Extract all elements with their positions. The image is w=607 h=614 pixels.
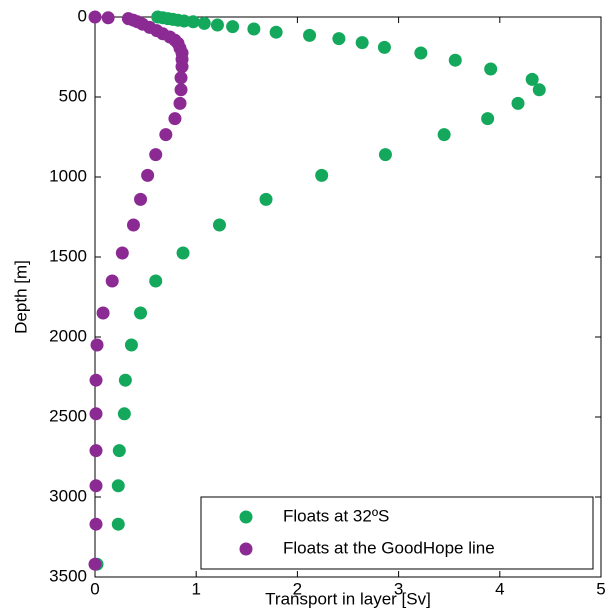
y-axis-label: Depth [m] — [11, 260, 30, 334]
point — [88, 10, 102, 24]
point — [378, 148, 392, 162]
y-tick-label: 0 — [78, 6, 87, 25]
point — [448, 53, 462, 67]
point — [525, 72, 539, 86]
point — [532, 83, 546, 97]
legend-marker — [239, 510, 253, 524]
point — [159, 128, 173, 142]
point — [303, 28, 317, 42]
point — [149, 148, 163, 162]
x-tick-label: 0 — [90, 579, 99, 598]
point — [437, 128, 451, 142]
point — [332, 32, 346, 46]
plot-area — [94, 16, 602, 578]
point — [89, 479, 103, 493]
point — [511, 96, 525, 110]
point — [414, 46, 428, 60]
point — [118, 373, 132, 387]
point — [226, 20, 240, 34]
point — [141, 168, 155, 182]
point — [89, 407, 103, 421]
point — [197, 16, 211, 30]
point — [96, 306, 110, 320]
x-tick-label: 5 — [596, 579, 605, 598]
legend-box — [200, 496, 594, 570]
point — [111, 479, 125, 493]
point — [484, 62, 498, 76]
point — [149, 274, 163, 288]
legend-marker — [239, 542, 253, 556]
y-tick-label: 1000 — [49, 166, 87, 185]
point — [168, 112, 182, 126]
x-axis-label: Transport in layer [Sv] — [265, 589, 431, 608]
point — [269, 25, 283, 39]
y-tick-label: 3500 — [49, 566, 87, 585]
point — [175, 60, 189, 74]
point — [134, 306, 148, 320]
x-tick-label: 3 — [394, 579, 403, 598]
point — [126, 218, 140, 232]
point — [134, 192, 148, 206]
point — [173, 96, 187, 110]
legend-label: Floats at the GoodHope line — [283, 538, 495, 557]
x-tick-label: 4 — [495, 579, 504, 598]
point — [247, 22, 261, 36]
point — [315, 168, 329, 182]
point — [89, 444, 103, 458]
y-tick-label: 1500 — [49, 246, 87, 265]
point — [124, 338, 138, 352]
point — [89, 517, 103, 531]
point — [101, 11, 115, 25]
point — [112, 444, 126, 458]
y-tick-label: 3000 — [49, 486, 87, 505]
y-tick-label: 500 — [59, 86, 87, 105]
point — [259, 192, 273, 206]
point — [176, 246, 190, 260]
point — [88, 557, 102, 571]
point — [105, 274, 119, 288]
point — [117, 407, 131, 421]
point — [174, 83, 188, 97]
point — [212, 218, 226, 232]
point — [355, 36, 369, 50]
point — [115, 246, 129, 260]
point — [111, 517, 125, 531]
point — [174, 71, 188, 85]
y-tick-label: 2000 — [49, 326, 87, 345]
point — [89, 373, 103, 387]
x-tick-label: 1 — [191, 579, 200, 598]
point — [481, 112, 495, 126]
legend-label: Floats at 32ºS — [283, 506, 389, 525]
point — [210, 18, 224, 32]
y-tick-label: 2500 — [49, 406, 87, 425]
point — [90, 338, 104, 352]
point — [377, 40, 391, 54]
x-tick-label: 2 — [293, 579, 302, 598]
point — [186, 15, 200, 29]
